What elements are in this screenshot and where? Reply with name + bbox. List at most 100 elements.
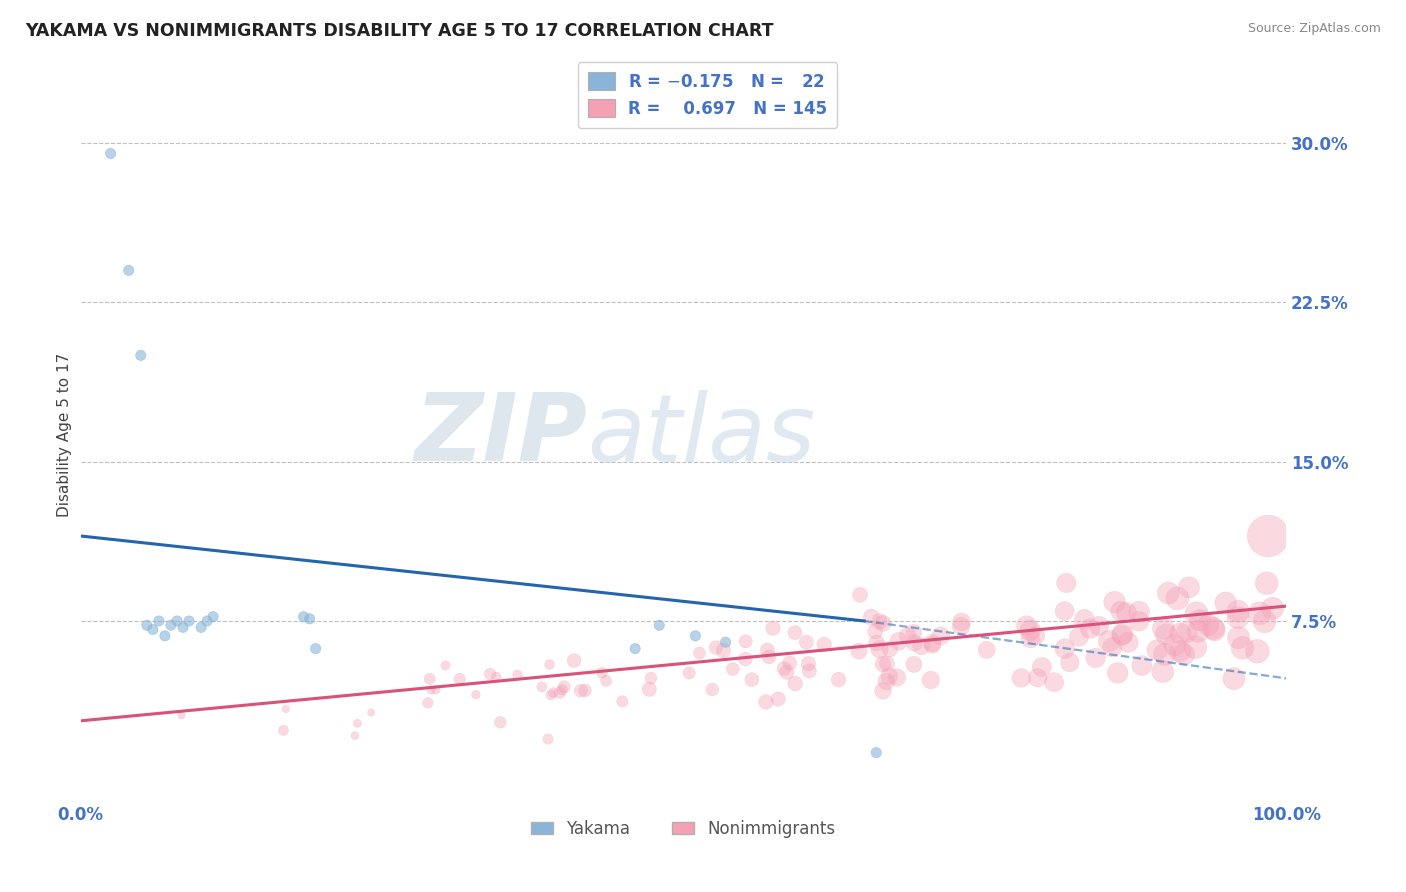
Point [1261, 601, 1284, 615]
Point [543, 685, 565, 699]
Point [172, 620, 194, 634]
Point [1059, 656, 1081, 670]
Point [865, 746, 887, 760]
Point [1185, 607, 1208, 621]
Point [797, 657, 820, 671]
Point [153, 629, 176, 643]
Point [562, 654, 585, 668]
Point [921, 636, 943, 650]
Point [1053, 604, 1076, 618]
Point [537, 732, 560, 747]
Point [849, 588, 872, 602]
Point [1249, 607, 1271, 621]
Point [721, 662, 744, 676]
Point [591, 665, 613, 680]
Point [624, 641, 647, 656]
Point [741, 673, 763, 687]
Point [1215, 596, 1237, 610]
Point [202, 609, 225, 624]
Point [1253, 615, 1275, 629]
Point [553, 680, 575, 694]
Point [569, 683, 592, 698]
Point [755, 695, 778, 709]
Point [148, 614, 170, 628]
Point [292, 609, 315, 624]
Point [1026, 671, 1049, 685]
Point [1168, 626, 1191, 640]
Point [1107, 665, 1129, 680]
Point [783, 625, 806, 640]
Point [118, 263, 141, 277]
Point [910, 639, 932, 653]
Point [177, 614, 200, 628]
Point [640, 671, 662, 685]
Point [713, 643, 735, 657]
Point [776, 665, 799, 680]
Point [1168, 644, 1191, 658]
Y-axis label: Disability Age 5 to 17: Disability Age 5 to 17 [58, 353, 72, 517]
Point [1175, 624, 1198, 639]
Point [479, 667, 502, 681]
Point [1128, 605, 1150, 619]
Point [540, 688, 562, 702]
Point [794, 635, 817, 649]
Point [548, 686, 571, 700]
Point [1178, 580, 1201, 594]
Point [420, 683, 443, 698]
Point [1024, 629, 1046, 643]
Point [273, 723, 295, 738]
Point [702, 682, 724, 697]
Point [1152, 665, 1174, 679]
Point [903, 625, 925, 640]
Point [877, 669, 900, 683]
Point [274, 702, 297, 716]
Point [866, 636, 889, 650]
Point [1019, 624, 1042, 638]
Point [1146, 643, 1168, 657]
Point [1163, 638, 1185, 652]
Point [875, 674, 897, 689]
Point [865, 624, 887, 639]
Point [773, 662, 796, 676]
Point [449, 672, 471, 686]
Point [950, 615, 973, 629]
Point [1053, 641, 1076, 656]
Point [506, 668, 529, 682]
Point [1111, 627, 1133, 641]
Point [848, 644, 870, 658]
Point [704, 640, 727, 655]
Point [304, 641, 326, 656]
Point [1153, 648, 1175, 662]
Point [1043, 675, 1066, 690]
Point [195, 614, 218, 628]
Point [1067, 630, 1090, 644]
Point [1130, 658, 1153, 673]
Point [1166, 591, 1188, 606]
Point [868, 615, 890, 629]
Point [734, 634, 756, 648]
Point [860, 610, 883, 624]
Point [129, 348, 152, 362]
Point [170, 708, 193, 723]
Point [1256, 576, 1278, 591]
Text: atlas: atlas [586, 390, 815, 481]
Point [648, 618, 671, 632]
Point [929, 629, 952, 643]
Point [758, 649, 780, 664]
Point [872, 616, 894, 631]
Point [551, 682, 574, 697]
Point [1115, 606, 1137, 620]
Point [1202, 621, 1225, 635]
Point [1184, 640, 1206, 655]
Point [1204, 623, 1226, 637]
Point [1078, 622, 1101, 636]
Point [1073, 612, 1095, 626]
Point [1101, 640, 1123, 655]
Point [950, 619, 973, 633]
Point [346, 716, 368, 731]
Point [1116, 635, 1139, 649]
Point [869, 642, 891, 657]
Legend: Yakama, Nonimmigrants: Yakama, Nonimmigrants [524, 814, 842, 845]
Point [100, 146, 122, 161]
Point [714, 635, 737, 649]
